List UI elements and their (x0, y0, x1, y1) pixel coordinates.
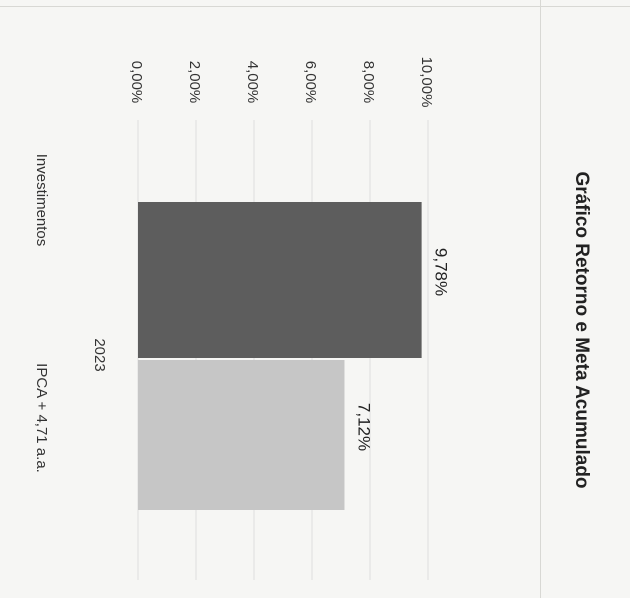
data-labels: 9,78% 7,12% (354, 248, 450, 451)
tick-label: 4,00% (244, 61, 261, 104)
tick-label: 2,00% (186, 61, 203, 104)
tick-label: 0,00% (128, 61, 145, 104)
legend-ipca: IPCA + 4,71 a.a. (33, 363, 50, 473)
tick-label: 8,00% (360, 61, 377, 104)
frame-top-line (0, 6, 630, 7)
bar-ipca (138, 360, 345, 510)
chart-title: Gráfico Retorno e Meta Acumulado (571, 171, 592, 488)
legend-investimentos: Investimentos (33, 154, 50, 247)
data-label-investimentos: 9,78% (432, 248, 451, 296)
frame-right-line (540, 0, 541, 598)
bars (138, 202, 422, 510)
tick-labels: 0,00% 2,00% 4,00% 6,00% 8,00% 10,00% (128, 57, 435, 108)
tick-label: 6,00% (302, 61, 319, 104)
bar-investimentos (138, 202, 422, 358)
tick-label: 10,00% (418, 57, 435, 108)
data-label-ipca: 7,12% (354, 403, 373, 451)
category-label: 2023 (91, 338, 108, 371)
